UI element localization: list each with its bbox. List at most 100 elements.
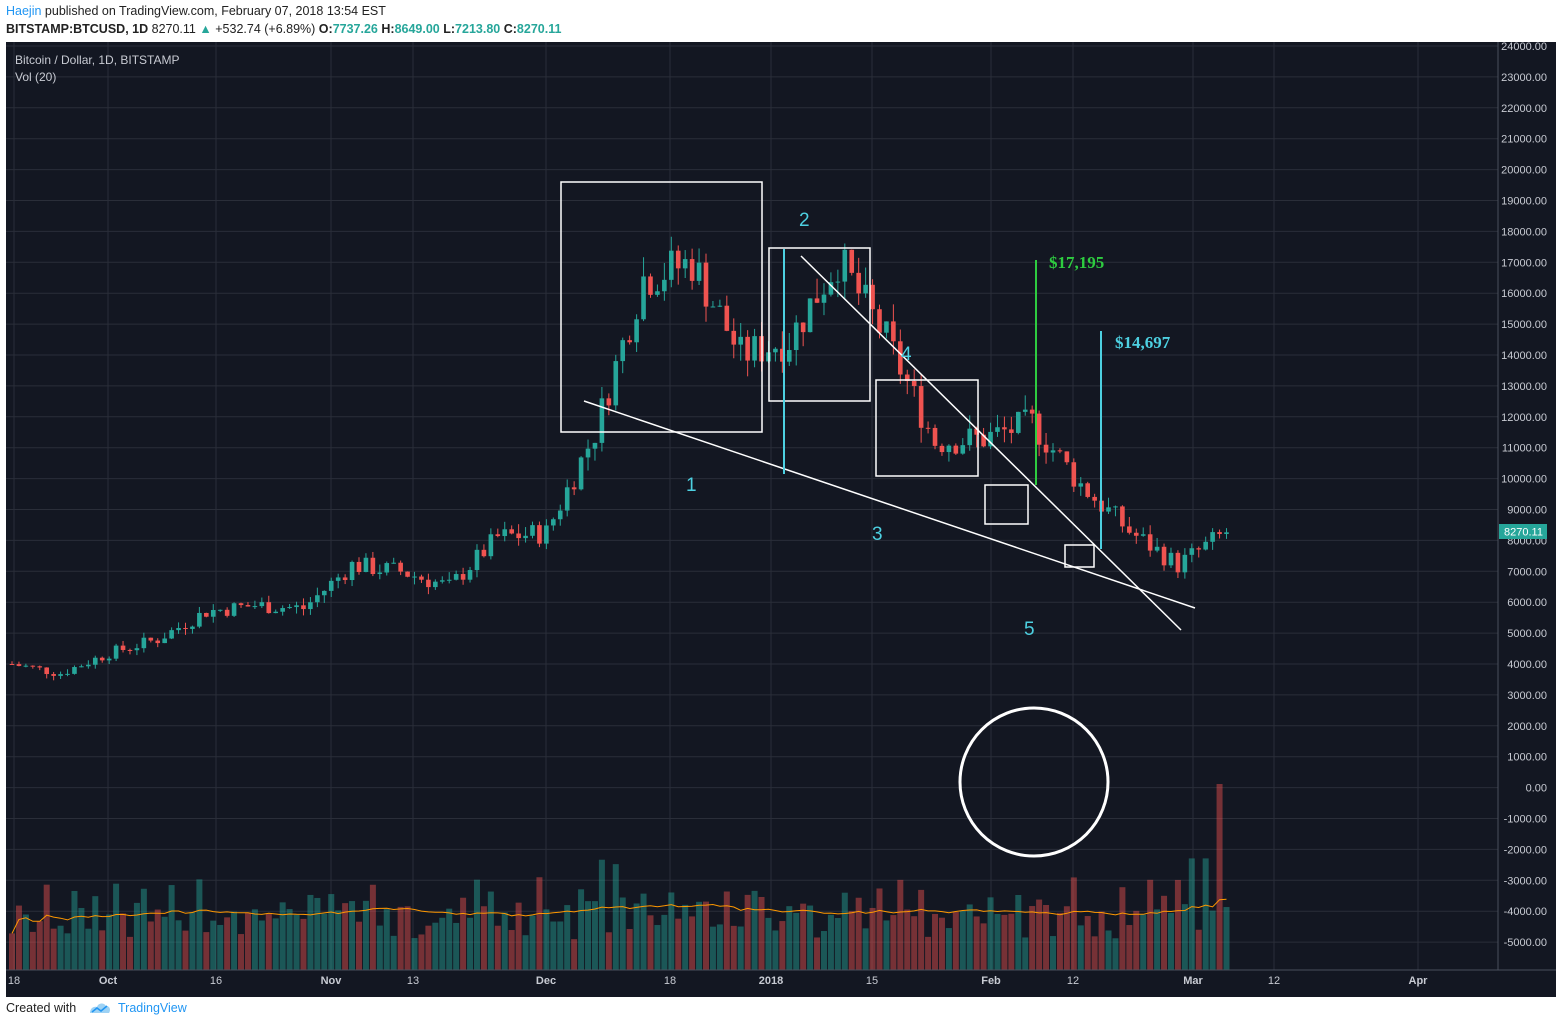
candle-body — [58, 674, 63, 676]
volume-bar — [133, 902, 140, 970]
volume-bar — [300, 918, 307, 970]
volume-bar — [1001, 914, 1008, 970]
volume-bar — [758, 896, 765, 970]
volume-bar — [460, 897, 467, 970]
volume-bar — [210, 920, 217, 970]
volume-bar — [987, 897, 994, 970]
time-axis[interactable]: 18 Oct 16 Nov 13 Dec 18 2018 15 Feb 12 Mar 12 Apr — [8, 975, 1428, 987]
volume-bar — [640, 893, 647, 970]
volume-bar — [1084, 916, 1091, 970]
candle-body — [467, 570, 473, 580]
candle-body — [86, 664, 91, 667]
candle-body — [849, 249, 855, 273]
candle-body — [571, 487, 577, 490]
candle-body — [495, 534, 501, 537]
candle-body — [210, 609, 216, 617]
candle-body — [578, 457, 584, 490]
price-tick-label: -4000.00 — [1504, 906, 1547, 918]
candle-body — [1002, 427, 1007, 430]
volume-bar — [126, 936, 133, 970]
volume-bar — [362, 900, 369, 970]
volume-bar — [1195, 929, 1202, 970]
volume-bar — [1077, 925, 1084, 970]
volume-bar — [668, 892, 675, 970]
volume-bar — [203, 932, 210, 970]
price-axis[interactable]: 24000.00 23000.00 22000.00 21000.00 20000.00… — [1501, 42, 1547, 949]
price-tick-label: 5000.00 — [1507, 628, 1547, 640]
volume-bar — [1043, 904, 1050, 970]
price-tick-label: 21000.00 — [1501, 134, 1547, 146]
candle-body — [426, 579, 431, 588]
candle-body — [1182, 554, 1188, 573]
candle-body — [564, 487, 570, 511]
price-tick-label: 9000.00 — [1507, 505, 1547, 517]
volume-legend: Vol (20) — [15, 70, 56, 84]
candle-body — [1168, 552, 1174, 566]
time-tick-label: 18 — [8, 975, 20, 987]
time-tick-label: 12 — [1067, 975, 1079, 987]
price-tick-label: 11000.00 — [1502, 443, 1547, 455]
candle-body — [1106, 507, 1111, 512]
last-price-tag-text: 8270.11 — [1504, 527, 1543, 539]
candle-body — [79, 666, 84, 668]
volume-bar — [585, 901, 592, 970]
volume-bar — [522, 935, 529, 970]
candle-body — [884, 321, 889, 333]
candle-body — [613, 361, 619, 406]
volume-bars — [9, 784, 1230, 970]
volume-ma-line — [11, 898, 1227, 934]
volume-bar — [57, 925, 64, 970]
candle-body — [238, 603, 244, 606]
volume-bar — [1154, 909, 1161, 970]
candle-body — [752, 336, 757, 361]
volume-bar — [1126, 925, 1133, 970]
volume-bar — [99, 930, 106, 970]
candle-body — [141, 637, 147, 649]
volume-bar — [834, 917, 841, 970]
price-chart[interactable]: 1 2 3 4 5 $17,195 $14,697 Bitcoin / Doll… — [6, 42, 1556, 997]
candle-body — [301, 605, 306, 610]
candle-body — [266, 602, 272, 614]
candle-body — [148, 637, 154, 641]
volume-bar — [411, 938, 418, 970]
volume-bar — [265, 913, 272, 970]
candle-body — [1064, 451, 1070, 463]
volume-bar — [696, 901, 703, 970]
volume-bar — [925, 936, 932, 970]
time-tick-label: Oct — [99, 975, 118, 987]
candle-body — [585, 448, 591, 458]
tradingview-link[interactable]: TradingView — [118, 1001, 187, 1015]
candle-body — [648, 276, 653, 295]
candle-body — [780, 348, 785, 362]
volume-bar — [848, 911, 855, 970]
candle-body — [231, 603, 237, 616]
price-tick-label: 18000.00 — [1501, 226, 1547, 238]
candle-body — [814, 298, 820, 303]
price-tick-label: 19000.00 — [1501, 196, 1547, 208]
annotations — [560, 181, 1196, 858]
author-link[interactable]: Haejin — [6, 4, 42, 18]
chart-area[interactable]: 1 2 3 4 5 $17,195 $14,697 Bitcoin / Doll… — [6, 42, 1556, 997]
volume-bar — [244, 912, 251, 970]
volume-bar — [106, 914, 113, 970]
volume-bar — [494, 925, 501, 970]
price-tick-label: 14000.00 — [1501, 350, 1547, 362]
candle-body — [363, 557, 369, 572]
time-tick-label: Mar — [1183, 975, 1203, 987]
price-tick-label: -1000.00 — [1504, 814, 1547, 826]
candle-body — [877, 309, 882, 333]
volume-bar — [279, 902, 286, 970]
volume-bar — [571, 939, 578, 970]
volume-bar — [335, 910, 342, 970]
candle-body — [1022, 409, 1028, 412]
candle-body — [627, 340, 632, 343]
candle-body — [773, 348, 778, 353]
volume-bar — [147, 921, 154, 970]
candle-body — [349, 561, 355, 581]
candle-body — [204, 612, 209, 617]
volume-bar — [654, 925, 661, 970]
volume-bar — [113, 883, 120, 970]
candle-body — [37, 666, 43, 668]
volume-bar — [501, 912, 508, 970]
volume-bar — [904, 909, 911, 970]
